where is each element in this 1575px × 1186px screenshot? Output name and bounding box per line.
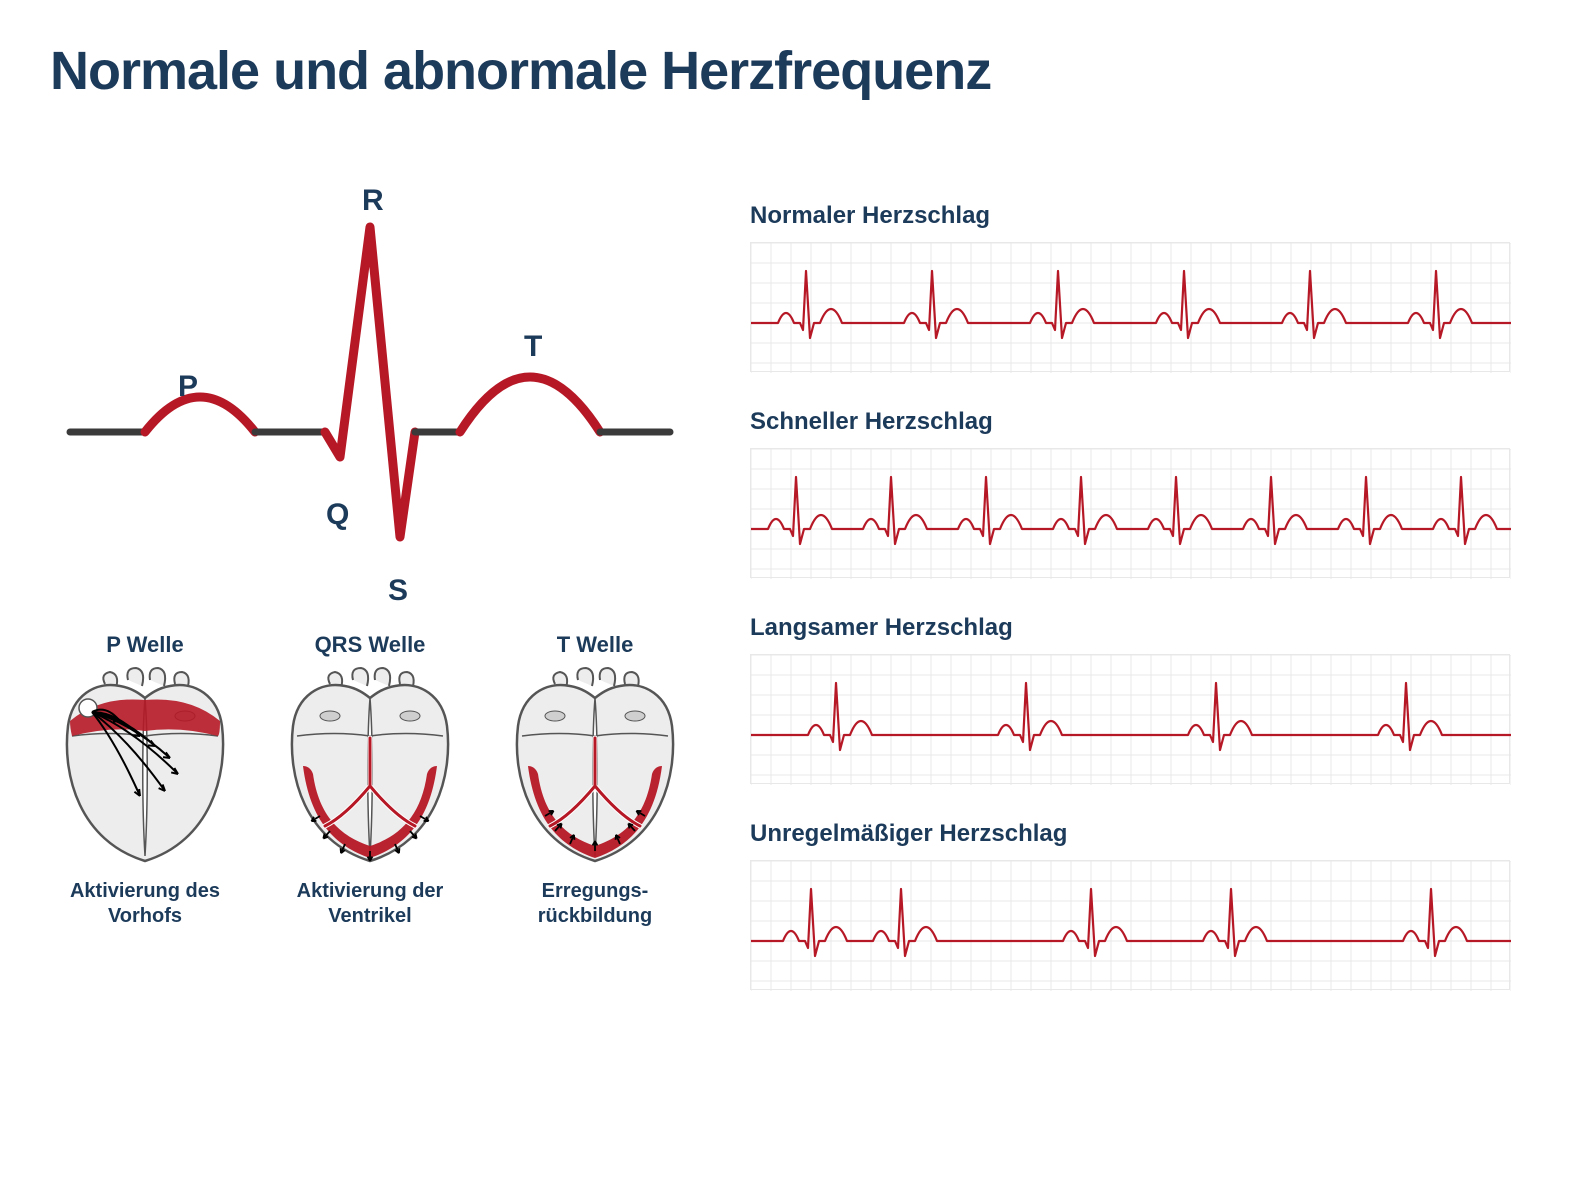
strip-canvas-3 <box>750 860 1510 990</box>
heart-p: P Welle Aktivierung desVorhofs <box>50 632 240 929</box>
wave-title-p: P Welle <box>50 632 240 658</box>
content: P Q R S T P Welle Aktivierung desVorhofs… <box>50 132 1525 1026</box>
heart-t: T Welle Erregungs-rückbildung <box>500 632 690 929</box>
caption-p: Aktivierung desVorhofs <box>50 879 240 929</box>
wave-title-qrs: QRS Welle <box>275 632 465 658</box>
heart-icon-qrs <box>275 666 465 866</box>
caption-qrs: Aktivierung derVentrikel <box>275 879 465 929</box>
caption-t: Erregungs-rückbildung <box>500 879 690 929</box>
strip-canvas-2 <box>750 654 1510 784</box>
page-title: Normale und abnormale Herzfrequenz <box>50 40 1525 102</box>
heart-icon-p <box>50 666 240 866</box>
heart-icon-t <box>500 666 690 866</box>
hearts-row: P Welle Aktivierung desVorhofs QRS Welle… <box>50 632 690 929</box>
strip-2: Langsamer Herzschlag <box>750 614 1525 784</box>
strip-title-0: Normaler Herzschlag <box>750 202 1525 230</box>
strip-title-2: Langsamer Herzschlag <box>750 614 1525 642</box>
right-column: Normaler Herzschlag Schneller Herzschlag L… <box>750 132 1525 1026</box>
label-q: Q <box>326 498 349 532</box>
label-t: T <box>524 330 542 364</box>
label-r: R <box>362 184 384 218</box>
strip-title-1: Schneller Herzschlag <box>750 408 1525 436</box>
label-s: S <box>388 574 408 608</box>
strip-0: Normaler Herzschlag <box>750 202 1525 372</box>
strip-3: Unregelmäßiger Herzschlag <box>750 820 1525 990</box>
strip-canvas-1 <box>750 448 1510 578</box>
heart-qrs: QRS Welle Aktivierung derVentrikel <box>275 632 465 929</box>
strip-1: Schneller Herzschlag <box>750 408 1525 578</box>
wave-title-t: T Welle <box>500 632 690 658</box>
left-column: P Q R S T P Welle Aktivierung desVorhofs… <box>50 132 690 1026</box>
pqrst-diagram: P Q R S T <box>50 132 690 612</box>
label-p: P <box>178 370 198 404</box>
strip-canvas-0 <box>750 242 1510 372</box>
strip-title-3: Unregelmäßiger Herzschlag <box>750 820 1525 848</box>
